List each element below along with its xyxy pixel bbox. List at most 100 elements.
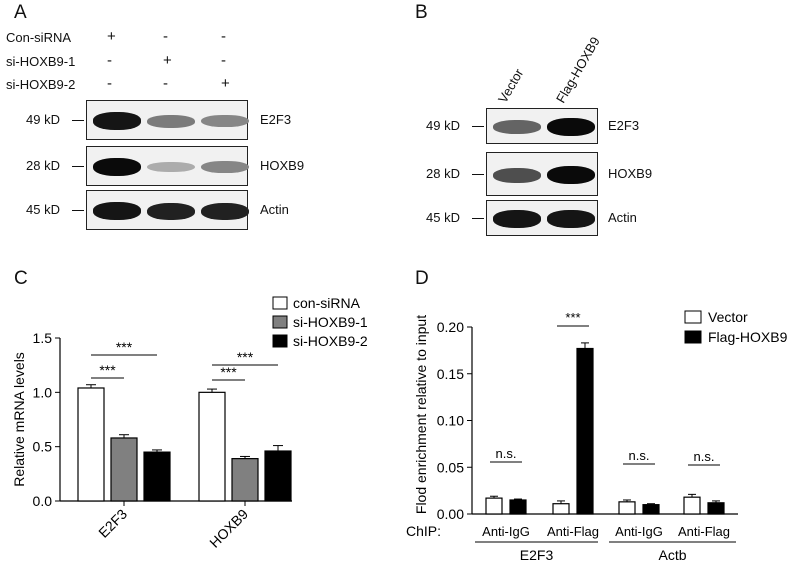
y-tick-label: 0.00 [437,506,464,522]
bar [683,496,701,515]
protein-band [147,202,195,220]
bar [77,387,105,502]
marker-dash [72,120,84,121]
panel-letter-b: B [415,2,428,23]
y-axis-label: Relative mRNA levels [11,352,27,487]
protein-band [547,166,595,184]
protein-band [201,114,249,128]
condition-mark: - [221,28,226,45]
x-tick-label: Anti-Flag [547,524,599,539]
size-marker: 49 kD [426,118,460,133]
lane-label: Vector [495,66,527,106]
protein-band [493,120,541,134]
condition-mark: - [221,52,226,69]
significance-label: n.s. [496,446,517,461]
legend-label: con-siRNA [293,295,361,311]
condition-label: si-HOXB9-2 [6,77,76,92]
significance-label: *** [237,349,254,365]
y-tick-label: 1.5 [33,330,53,346]
panel-letter-c: C [14,268,28,289]
chart-d: 0.00 0.05 0.10 0.15 0.20 Flod enrichment rela… [406,309,788,563]
panel-letter-d: D [415,268,429,289]
protein-label: Actin [260,202,289,217]
blot-membrane [486,108,598,144]
bar [485,497,503,515]
y-tick-label: 0.5 [33,439,53,455]
significance-label: *** [99,362,116,378]
protein-band [93,202,141,220]
bar [618,501,636,515]
condition-label: Con-siRNA [6,30,72,45]
bar [509,499,527,515]
condition-mark: + [221,75,230,92]
legend-label: Vector [708,309,748,325]
marker-dash [472,126,484,127]
protein-label: Actin [608,210,637,225]
condition-mark: - [107,52,112,69]
panel-letter-a: A [14,2,27,23]
size-marker: 28 kD [26,158,60,173]
legend-swatch [272,334,288,348]
condition-mark: - [163,75,168,92]
condition-mark: + [163,52,172,69]
condition-mark: - [107,75,112,92]
y-tick-label: 0.10 [437,413,464,429]
bar [198,391,226,502]
y-tick-label: 0.20 [437,319,464,335]
condition-label: si-HOXB9-1 [6,54,76,69]
blot-membrane [486,200,598,236]
chip-prefix: ChIP: [406,523,441,539]
x-tick-label: Anti-IgG [482,524,530,539]
marker-dash [72,166,84,167]
legend-label: si-HOXB9-2 [293,333,368,349]
bar [642,504,660,515]
legend-swatch [272,315,288,329]
marker-dash [472,174,484,175]
bar [552,503,570,515]
size-marker: 45 kD [426,210,460,225]
y-tick-label: 0.0 [33,493,53,509]
bar [576,347,594,515]
legend-swatch [272,296,288,310]
y-tick-label: 0.15 [437,366,464,382]
blot-membrane [86,190,249,230]
bar [143,451,171,502]
protein-label: E2F3 [260,112,292,127]
marker-dash [472,218,484,219]
protein-label: E2F3 [608,118,640,133]
legend-swatch [684,330,702,344]
condition-mark: - [163,28,168,45]
chart-c: 0.0 0.5 1.0 1.5 Relative mRNA levels E2F3 HOXB… [11,295,368,551]
legend-label: Flag-HOXB9 [708,329,788,345]
protein-band [493,210,541,228]
y-tick-label: 1.0 [33,384,53,400]
bar [110,437,138,502]
protein-band [201,202,249,220]
protein-label: HOXB9 [260,158,305,173]
protein-band [547,210,595,228]
protein-band [147,114,195,128]
significance-label: *** [116,339,133,355]
size-marker: 45 kD [26,202,60,217]
y-axis-label: Flod enrichment relative to input [413,315,429,514]
protein-band [493,167,541,183]
x-tick-label: HOXB9 [206,506,251,551]
lane-label: Flag-HOXB9 [553,34,603,106]
significance-label: *** [565,310,580,325]
significance-label: n.s. [694,449,715,464]
group-label: E2F3 [520,547,554,563]
bar [707,502,725,515]
size-marker: 28 kD [426,166,460,181]
bar [264,450,292,502]
protein-label: HOXB9 [608,166,653,181]
x-tick-label: E2F3 [95,506,130,541]
protein-band [547,118,595,136]
protein-band [147,161,195,173]
legend-swatch [684,310,702,324]
legend-label: si-HOXB9-1 [293,314,368,330]
blot-membrane [86,100,249,140]
protein-band [93,158,141,176]
bar [231,458,259,502]
marker-dash [72,210,84,211]
condition-mark: + [107,28,116,45]
